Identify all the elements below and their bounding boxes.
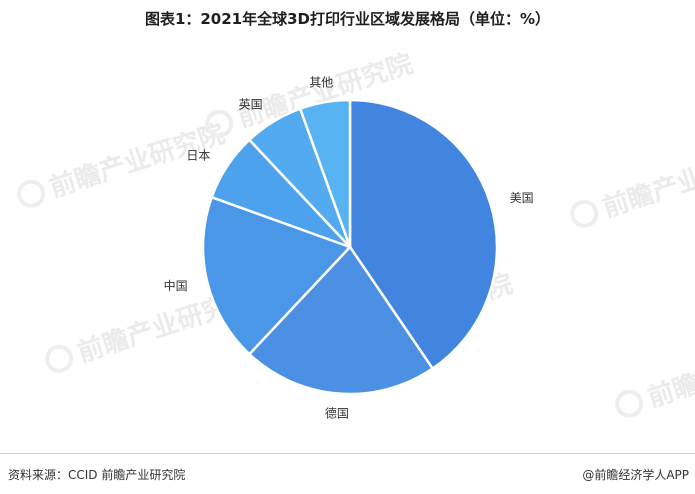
pie-slice-3: [201, 195, 352, 356]
credit-note: @前瞻经济学人APP: [582, 468, 689, 482]
source-note: 资料来源：CCID 前瞻产业研究院: [8, 468, 186, 482]
footer: 资料来源：CCID 前瞻产业研究院 @前瞻经济学人APP: [0, 453, 695, 494]
pie-slice-2: [248, 245, 434, 396]
slice-label-5: 英国: [239, 98, 263, 112]
slice-label-4: 日本: [186, 148, 210, 162]
slice-label-1: 美国: [510, 191, 534, 205]
slice-label-6: 其他: [309, 76, 333, 90]
chart-title: 图表1：2021年全球3D打印行业区域发展格局（单位：%）: [144, 10, 551, 28]
pie-slice-6: [298, 98, 352, 249]
pie-slice-1: [348, 98, 499, 370]
pie-slices: [201, 98, 499, 396]
slice-label-3: 中国: [164, 278, 188, 293]
slice-label-2: 德国: [325, 406, 349, 421]
